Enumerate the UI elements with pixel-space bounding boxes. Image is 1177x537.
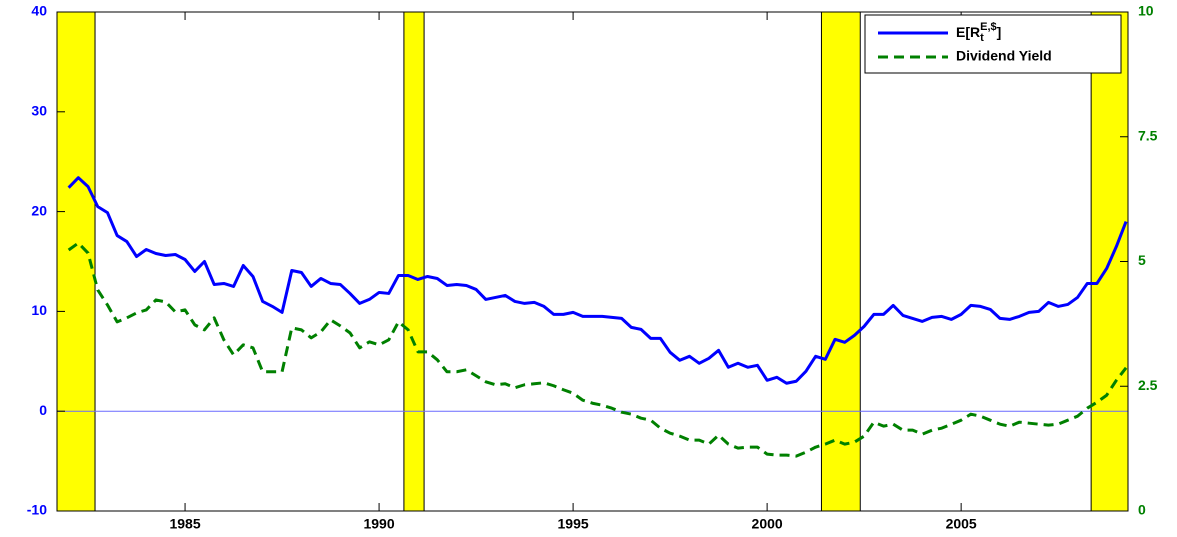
y2-tick-label: 7.5	[1138, 127, 1158, 143]
legend-label: Dividend Yield	[956, 48, 1052, 64]
y-tick-label: 20	[31, 202, 47, 218]
y2-tick-label: 5	[1138, 252, 1146, 268]
x-tick-label: 1995	[558, 516, 589, 532]
legend-label: E[RtE,$]	[956, 21, 1001, 44]
y-tick-label: 0	[39, 402, 47, 418]
shaded-region	[403, 11, 425, 512]
legend-box	[864, 14, 1122, 74]
y-tick-label: -10	[27, 502, 47, 518]
y2-tick-label: 2.5	[1138, 377, 1158, 393]
plot-frame	[56, 11, 1129, 512]
y-tick-label: 40	[31, 3, 47, 19]
x-tick-label: 2000	[752, 516, 783, 532]
x-tick-label: 1990	[363, 516, 394, 532]
y-tick-label: 10	[31, 302, 47, 318]
shaded-region	[820, 11, 861, 512]
x-tick-label: 2005	[946, 516, 977, 532]
y-tick-label: 30	[31, 103, 47, 119]
y2-tick-label: 10	[1138, 3, 1154, 19]
x-tick-label: 1985	[169, 516, 200, 532]
series-line	[67, 241, 1128, 458]
y2-tick-label: 0	[1138, 502, 1146, 518]
shaded-region	[56, 11, 96, 512]
series-line	[67, 176, 1128, 385]
